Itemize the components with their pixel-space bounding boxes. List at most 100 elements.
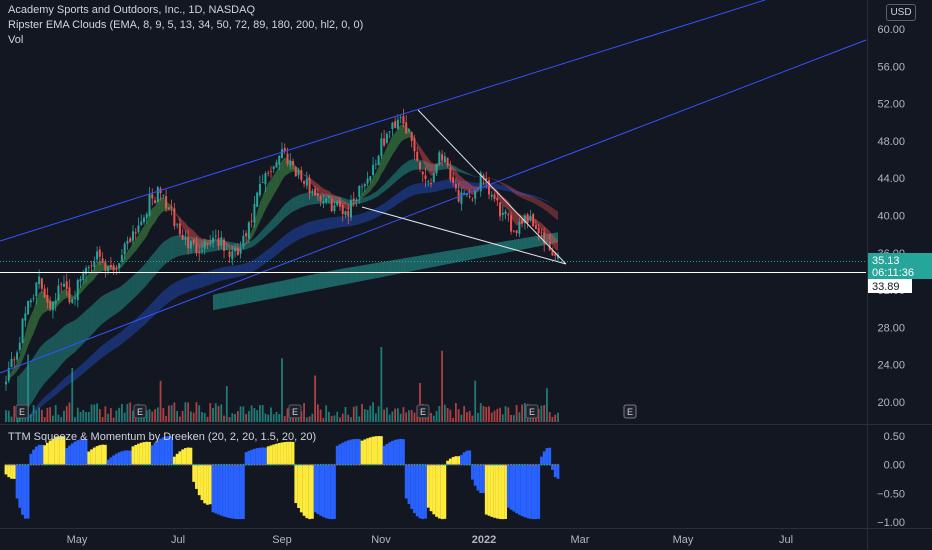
candle-body: [557, 254, 559, 259]
ema-cloud-180-200-segment: [273, 281, 277, 299]
ttm-squeeze-dot: [24, 463, 27, 466]
ttm-squeeze-dot: [374, 463, 377, 466]
volume-bar: [408, 410, 410, 422]
candle-body: [206, 243, 209, 245]
ema-cloud-72-89-segment: [199, 273, 202, 289]
ema-cloud-180-200-segment: [317, 272, 321, 290]
candle-body: [391, 122, 394, 130]
candle-body: [548, 241, 551, 251]
ema-cloud-180-200-segment: [450, 250, 454, 264]
ema-cloud-180-200-segment: [342, 268, 346, 285]
ttm-squeeze-dot: [413, 463, 416, 466]
ema-cloud-72-89-segment: [511, 188, 514, 194]
ema-cloud-72-89-segment: [326, 217, 329, 231]
candle-body: [162, 195, 165, 196]
ema-cloud-180-200-segment: [508, 240, 512, 253]
ema-cloud-72-89-segment: [284, 233, 288, 249]
ema-cloud-72-89-segment: [293, 228, 296, 243]
ttm-squeeze-dot: [253, 463, 256, 466]
ema-indicator-legend[interactable]: Ripster EMA Clouds (EMA, 8, 9, 5, 13, 34…: [8, 19, 364, 31]
ttm-bar: [148, 441, 151, 465]
ema-cloud-180-200-segment: [494, 242, 498, 255]
ttm-bar: [545, 448, 549, 465]
ema-cloud-34-50-segment: [373, 191, 376, 199]
ttm-bar: [32, 449, 35, 465]
ema-cloud-72-89-segment: [113, 335, 117, 350]
ttm-squeeze-dot: [322, 463, 325, 466]
ttm-squeeze-dot: [212, 463, 214, 466]
candle-body: [383, 138, 386, 146]
ema-cloud-180-200-segment: [257, 285, 260, 302]
ema-cloud-34-50-segment: [210, 239, 213, 253]
ttm-squeeze-dot: [294, 463, 297, 466]
ema-cloud-34-50-segment: [88, 305, 92, 338]
ema-cloud-180-200-segment: [298, 276, 302, 294]
volume-bar: [493, 410, 496, 422]
ema-cloud-34-50-segment: [246, 241, 249, 250]
ema-cloud-180-200-segment: [442, 251, 445, 266]
ema-cloud-72-89-segment: [397, 191, 401, 205]
ttm-bar: [437, 464, 441, 519]
earnings-marker: [623, 404, 637, 419]
ema-cloud-72-89-segment: [505, 186, 509, 192]
ema-cloud-34-50-segment: [516, 190, 520, 197]
ema-cloud-72-89-segment: [524, 192, 528, 197]
ema-cloud-5-13-segment: [39, 291, 42, 320]
volume-bar: [49, 407, 52, 422]
ttm-bar: [330, 464, 334, 520]
ttm-squeeze-dot: [333, 463, 336, 466]
ema-cloud-72-89-segment: [254, 257, 258, 271]
ttm-bar: [432, 464, 436, 515]
ttm-bar: [388, 442, 392, 465]
volume-bar: [490, 412, 493, 422]
ttm-indicator-legend[interactable]: TTM Squeeze & Momentum by Dreeken (20, 2…: [8, 431, 317, 443]
ema-cloud-180-200-segment: [549, 233, 553, 245]
ttm-bar: [286, 441, 289, 465]
ttm-bar: [84, 439, 88, 465]
ttm-squeeze-dot: [46, 463, 49, 466]
ema-cloud-34-50-segment: [375, 189, 379, 198]
ema-cloud-34-50-segment: [174, 235, 178, 259]
ttm-bar: [23, 464, 27, 519]
ttm-bar: [371, 436, 375, 465]
ema-cloud-72-89-segment: [298, 225, 302, 240]
currency-button[interactable]: USD: [886, 4, 916, 21]
ttm-bar: [167, 436, 171, 465]
volume-bar: [477, 412, 479, 422]
ema-cloud-72-89-segment: [88, 355, 92, 369]
ema-cloud-34-50-segment: [99, 295, 103, 327]
ema-cloud-5-13-segment: [317, 183, 321, 195]
ema-cloud-180-200-segment: [400, 258, 404, 274]
ttm-squeeze-dot: [203, 463, 206, 466]
ttm-squeeze-dot: [369, 463, 372, 466]
volume-bar: [121, 403, 123, 422]
earnings-marker: [525, 404, 539, 419]
volume-bar: [112, 417, 115, 422]
volume-bar: [68, 402, 71, 422]
ema-cloud-5-13-segment: [72, 295, 75, 299]
price-tick-label: 56.00: [877, 61, 905, 73]
ema-cloud-34-50-segment: [544, 202, 547, 212]
ema-cloud-34-50-segment: [453, 165, 456, 171]
volume-bar: [270, 407, 272, 422]
ema-cloud-34-50-segment: [144, 262, 147, 289]
ema-cloud-34-50-segment: [69, 321, 73, 357]
ema-cloud-72-89-segment: [282, 235, 285, 251]
ema-cloud-34-50-segment: [287, 199, 291, 216]
ttm-squeeze-dot: [388, 463, 391, 466]
volume-bar: [350, 417, 352, 422]
ema-cloud-34-50-segment: [276, 211, 280, 227]
ema-cloud-72-89-segment: [433, 181, 437, 193]
candle-body: [18, 342, 21, 350]
candle-body: [488, 180, 490, 195]
ema-cloud-72-89-segment: [213, 268, 216, 284]
ema-cloud-34-50-segment: [157, 244, 161, 272]
volume-legend[interactable]: Vol: [8, 34, 24, 46]
channel-lower-line: [0, 39, 867, 374]
ema-cloud-72-89-segment: [442, 179, 445, 190]
ema-cloud-72-89-segment: [210, 269, 213, 285]
ema-cloud-180-200-segment: [433, 252, 437, 267]
volume-bar: [344, 407, 347, 422]
